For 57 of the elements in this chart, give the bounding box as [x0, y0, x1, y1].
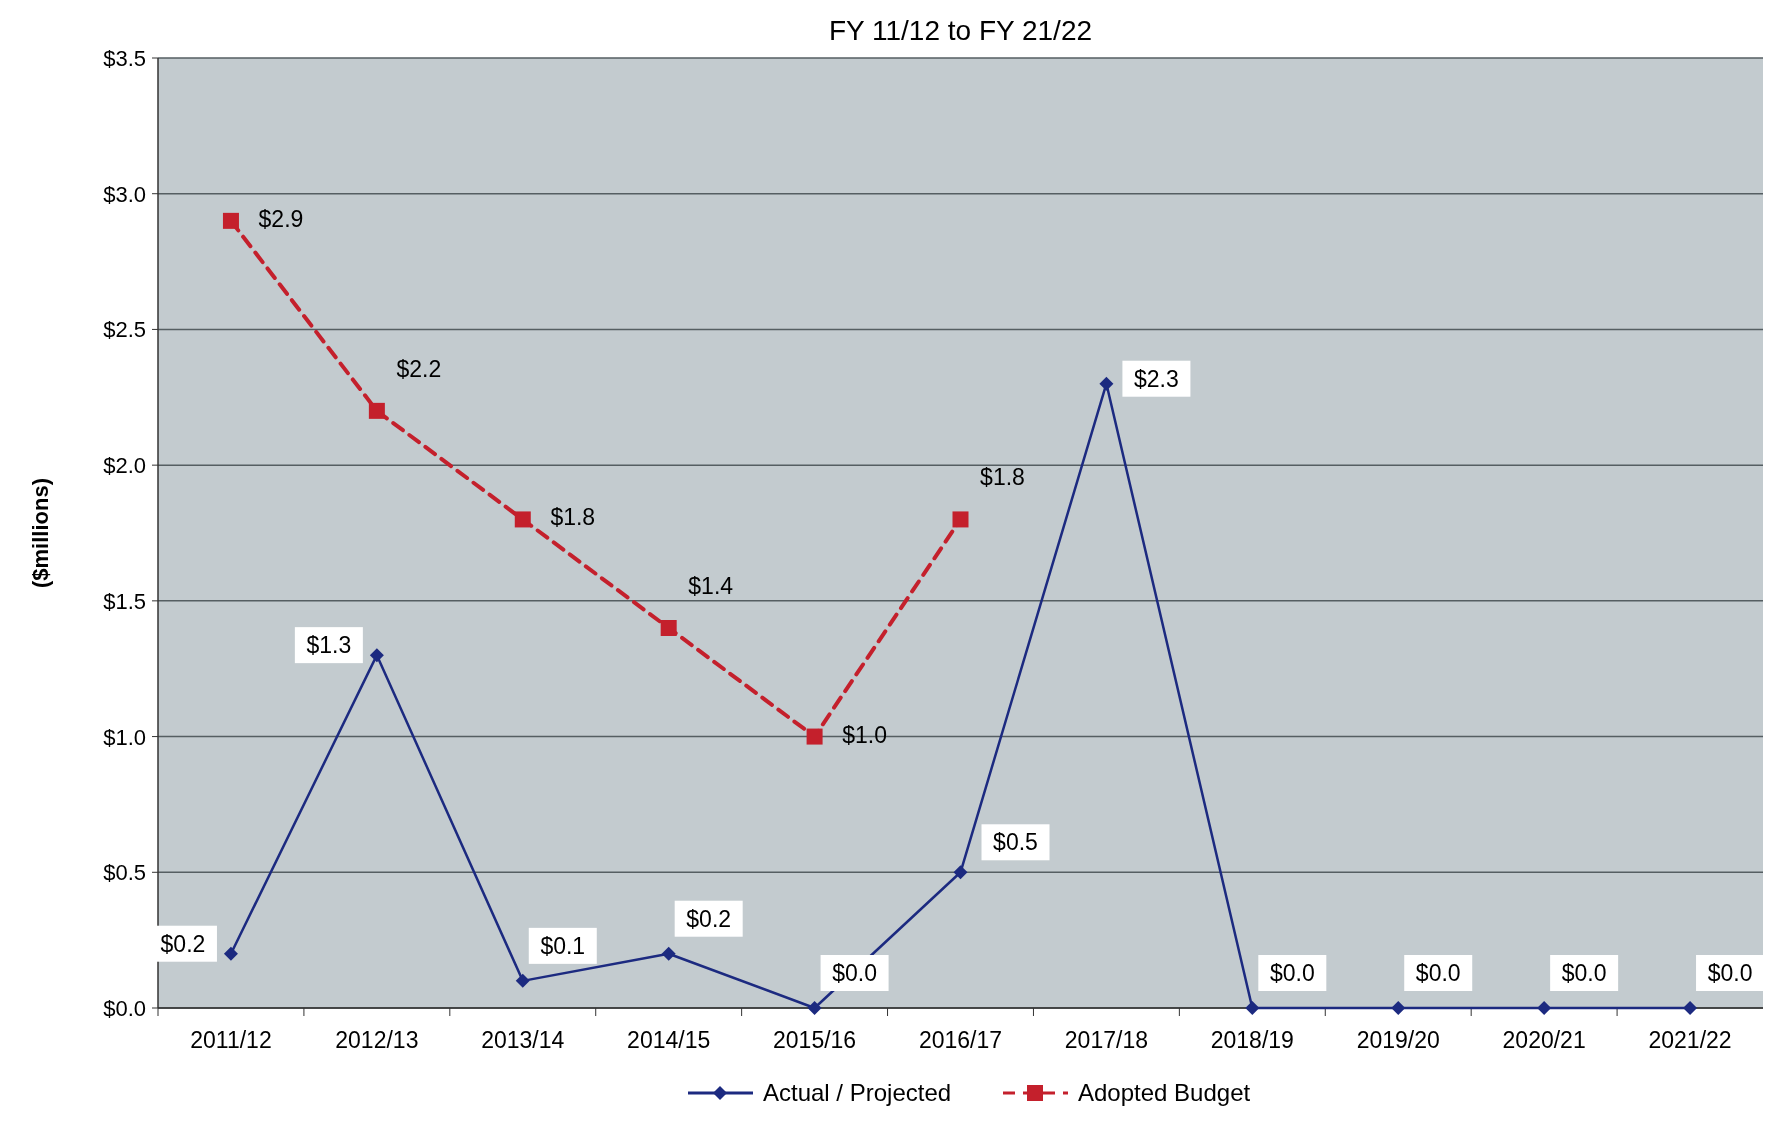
x-tick-label: 2017/18	[1064, 1027, 1148, 1053]
y-tick-label: $0.0	[103, 996, 146, 1021]
point	[661, 946, 676, 961]
y-axis-title: ($millions)	[28, 477, 53, 589]
point	[1099, 376, 1114, 391]
data-label: $0.2	[686, 905, 732, 932]
x-tick-label: 2013/14	[481, 1027, 565, 1053]
legend-label: Adopted Budget	[1078, 1079, 1251, 1106]
x-tick-label: 2020/21	[1502, 1027, 1586, 1053]
x-tick-label: 2014/15	[627, 1027, 711, 1053]
point	[514, 511, 531, 528]
data-label: $1.3	[306, 632, 352, 659]
y-tick-label: $3.5	[103, 46, 146, 71]
legend-label: Actual / Projected	[763, 1079, 952, 1106]
y-tick-label: $2.0	[103, 453, 146, 479]
data-label: $0.0	[1269, 960, 1315, 986]
y-tick-label: $2.5	[103, 317, 146, 343]
data-label: $2.2	[396, 355, 442, 382]
x-tick-label: 2018/19	[1210, 1027, 1294, 1053]
point	[368, 402, 385, 419]
y-tick-label: $0.5	[103, 860, 146, 886]
data-label: $2.3	[1134, 365, 1179, 392]
point	[660, 620, 677, 636]
y-tick-label: $3.0	[103, 181, 146, 207]
point	[223, 946, 238, 961]
point	[369, 648, 384, 663]
data-label: $0.5	[993, 829, 1038, 856]
point	[1683, 1001, 1698, 1015]
point	[222, 212, 239, 229]
point	[807, 1001, 822, 1015]
x-tick-label: 2016/17	[918, 1027, 1003, 1053]
data-label: $0.0	[1415, 960, 1461, 986]
data-label: $1.8	[980, 464, 1025, 491]
point	[953, 865, 968, 880]
y-tick-label: $1.0	[103, 724, 146, 750]
point	[1537, 1001, 1552, 1015]
data-label: $0.0	[1707, 960, 1753, 986]
y-tick-label: $1.5	[103, 588, 146, 614]
data-label: $0.2	[160, 930, 206, 957]
data-label: $1.0	[842, 721, 887, 748]
x-tick-label: 2019/20	[1356, 1027, 1440, 1053]
data-label: $1.8	[550, 504, 596, 531]
point	[1391, 1001, 1406, 1015]
point	[806, 728, 823, 745]
data-label: $2.9	[258, 205, 304, 232]
x-tick-label: 2015/16	[773, 1027, 857, 1053]
x-tick-label: 2011/12	[190, 1027, 272, 1053]
data-label: $0.0	[832, 960, 877, 986]
point	[1245, 1001, 1260, 1015]
chart-title: FY 11/12 to FY 21/22	[828, 15, 1093, 46]
x-tick-label: 2012/13	[335, 1027, 419, 1053]
point	[952, 511, 969, 528]
data-label: $0.1	[540, 932, 586, 959]
x-tick-label: 2021/22	[1648, 1027, 1732, 1053]
data-label: $0.0	[1561, 960, 1607, 986]
point	[515, 973, 530, 988]
data-label: $1.4	[688, 573, 734, 599]
